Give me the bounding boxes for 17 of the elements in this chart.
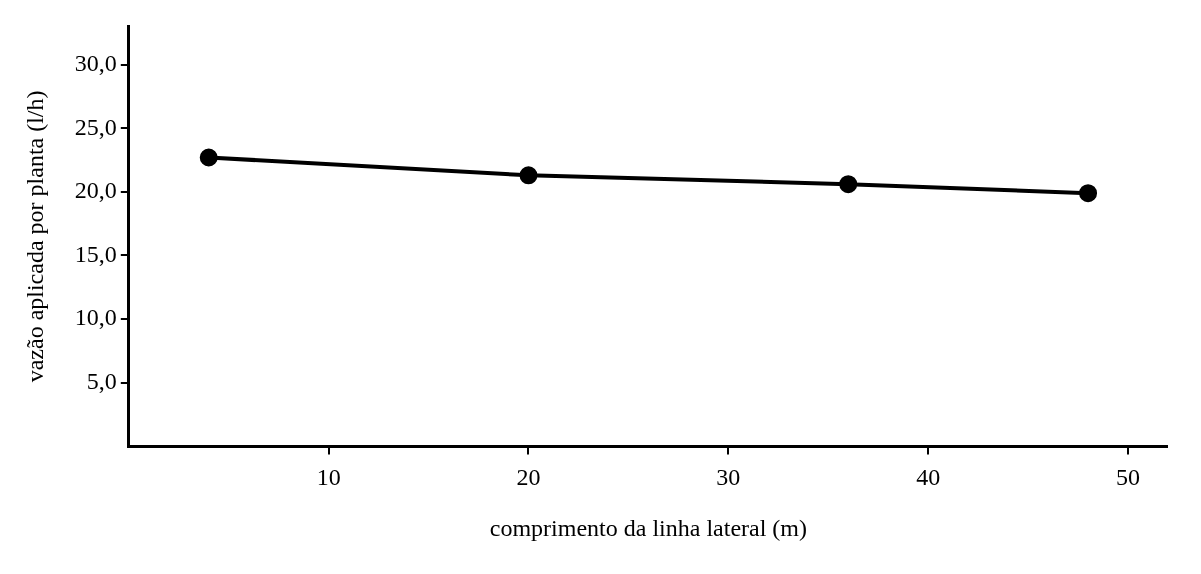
x-tick-label: 30 (716, 464, 741, 491)
point (1079, 184, 1098, 203)
point (839, 175, 858, 194)
x-axis-title: comprimento da linha lateral (m) (489, 514, 808, 541)
y-tick-label: 20,0 (74, 177, 117, 204)
x-tick-label: 10 (316, 464, 341, 491)
y-tick-label: 25,0 (74, 113, 117, 140)
x-tick-label: 40 (916, 464, 941, 491)
y-tick-label: 10,0 (74, 304, 117, 331)
point (519, 166, 538, 185)
point (199, 148, 218, 167)
y-tick-label: 30,0 (74, 49, 117, 76)
y-axis-title: vazão aplicada por planta (l/h) (21, 90, 48, 383)
y-tick-label: 5,0 (86, 368, 117, 395)
x-tick-label: 20 (516, 464, 541, 491)
x-tick-label: 50 (1116, 464, 1141, 491)
y-tick-label: 15,0 (74, 240, 117, 267)
